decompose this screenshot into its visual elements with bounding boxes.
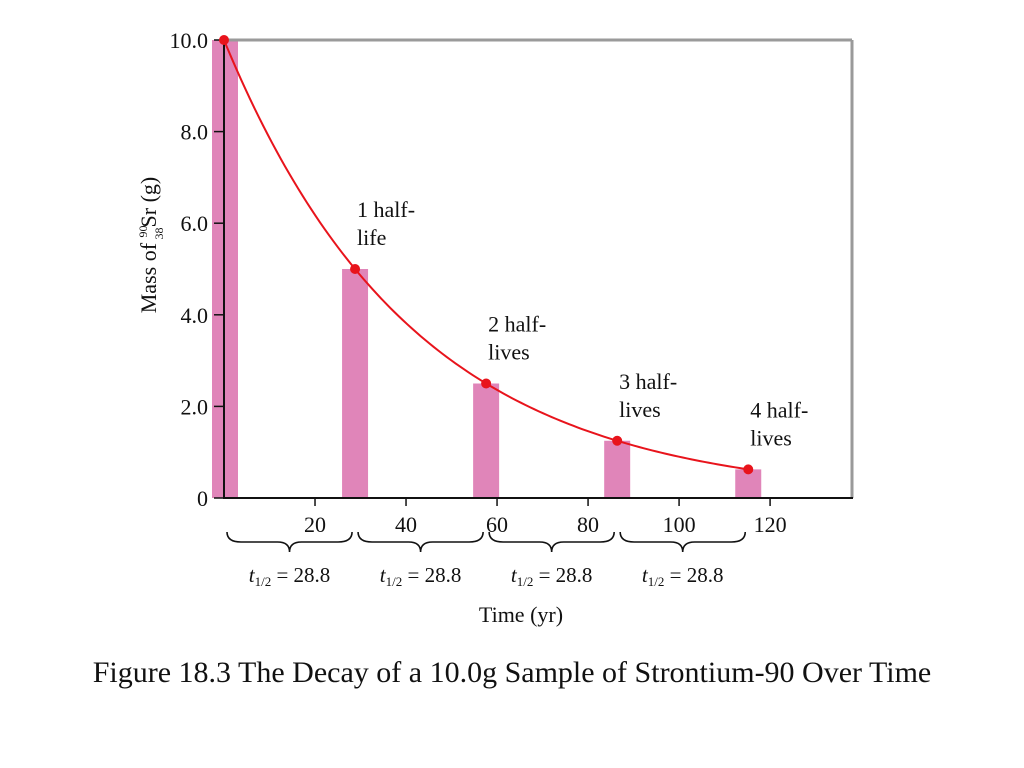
half-life-subscript-0: 1/2 bbox=[255, 574, 272, 589]
figure-caption: Figure 18.3 The Decay of a 10.0g Sample … bbox=[92, 656, 932, 689]
y-tick-label-2: 4.0 bbox=[181, 303, 209, 328]
x-tick-label-3: 80 bbox=[577, 512, 599, 537]
y-axis-mass-number: 90 bbox=[136, 225, 150, 237]
half-life-symbol-1: t bbox=[380, 563, 387, 587]
half-life-label-3: t1/2 = 28.8 bbox=[642, 563, 724, 589]
decay-chart: 0 2.0 4.0 6.0 8.0 10.0 20 40 60 80 100 120 1 half-… bbox=[136, 28, 854, 627]
half-life-label-1: t1/2 = 28.8 bbox=[380, 563, 462, 589]
brace-1 bbox=[357, 531, 484, 553]
data-point-0 bbox=[219, 35, 229, 45]
half-life-annotations: 1 half-life 2 half-lives 3 half-lives 4 hal… bbox=[357, 197, 808, 450]
data-point-1 bbox=[350, 264, 361, 274]
data-points bbox=[219, 35, 754, 475]
y-tick-label-1: 2.0 bbox=[181, 394, 209, 419]
half-life-braces: t1/2 = 28.8 t1/2 = 28.8 t1/2 = 28.8 t1/2 = … bbox=[226, 531, 747, 589]
y-tick-label-0: 0 bbox=[197, 486, 208, 511]
half-life-subscript-1: 1/2 bbox=[386, 574, 403, 589]
annotation-3-line-0: 4 half- bbox=[750, 397, 808, 422]
y-tick-label-4: 8.0 bbox=[181, 120, 209, 145]
x-tick-label-4: 100 bbox=[663, 512, 696, 537]
x-tick-label-1: 40 bbox=[395, 512, 417, 537]
annotation-1-line-1: lives bbox=[488, 340, 530, 365]
half-life-value-1: = 28.8 bbox=[402, 563, 461, 587]
bar-1 bbox=[342, 269, 369, 498]
data-point-2 bbox=[481, 378, 492, 389]
half-life-value-0: = 28.8 bbox=[271, 563, 330, 587]
half-life-value-3: = 28.8 bbox=[664, 563, 723, 587]
half-life-label-0: t1/2 = 28.8 bbox=[249, 563, 331, 589]
x-axis-title: Time (yr) bbox=[479, 602, 563, 627]
x-tick-label-5: 120 bbox=[754, 512, 787, 537]
annotation-2-line-1: lives bbox=[619, 397, 661, 422]
y-axis-element: Sr (g) bbox=[136, 177, 161, 228]
half-life-label-2: t1/2 = 28.8 bbox=[511, 563, 593, 589]
bar-group bbox=[212, 40, 762, 498]
x-axis-ticks: 20 40 60 80 100 120 bbox=[304, 498, 787, 537]
brace-0 bbox=[226, 531, 353, 553]
y-axis-title-prefix: Mass of bbox=[136, 237, 161, 313]
brace-3 bbox=[619, 531, 747, 553]
x-tick-label-2: 60 bbox=[486, 512, 508, 537]
half-life-subscript-2: 1/2 bbox=[517, 574, 534, 589]
bar-3 bbox=[604, 440, 631, 498]
annotation-1-line-0: 2 half- bbox=[488, 312, 546, 337]
y-axis-ticks: 0 2.0 4.0 6.0 8.0 10.0 bbox=[170, 28, 224, 511]
data-point-4 bbox=[743, 464, 754, 475]
half-life-symbol-3: t bbox=[642, 563, 649, 587]
y-tick-label-5: 10.0 bbox=[170, 28, 209, 53]
bar-2 bbox=[473, 383, 500, 498]
y-axis-title: Mass of 90 38Sr (g) bbox=[136, 177, 166, 314]
annotation-3-line-1: lives bbox=[750, 425, 792, 450]
brace-2 bbox=[488, 531, 615, 553]
annotation-0-line-0: 1 half- bbox=[357, 197, 415, 222]
half-life-symbol-0: t bbox=[249, 563, 256, 587]
data-point-3 bbox=[612, 435, 623, 446]
half-life-subscript-3: 1/2 bbox=[648, 574, 665, 589]
annotation-2-line-0: 3 half- bbox=[619, 369, 677, 394]
x-tick-label-0: 20 bbox=[304, 512, 326, 537]
plot-frame bbox=[223, 38, 854, 499]
y-axis-atomic-number: 38 bbox=[152, 227, 166, 239]
half-life-symbol-2: t bbox=[511, 563, 518, 587]
y-tick-label-3: 6.0 bbox=[181, 211, 209, 236]
annotation-0-line-1: life bbox=[357, 225, 386, 250]
half-life-value-2: = 28.8 bbox=[533, 563, 592, 587]
